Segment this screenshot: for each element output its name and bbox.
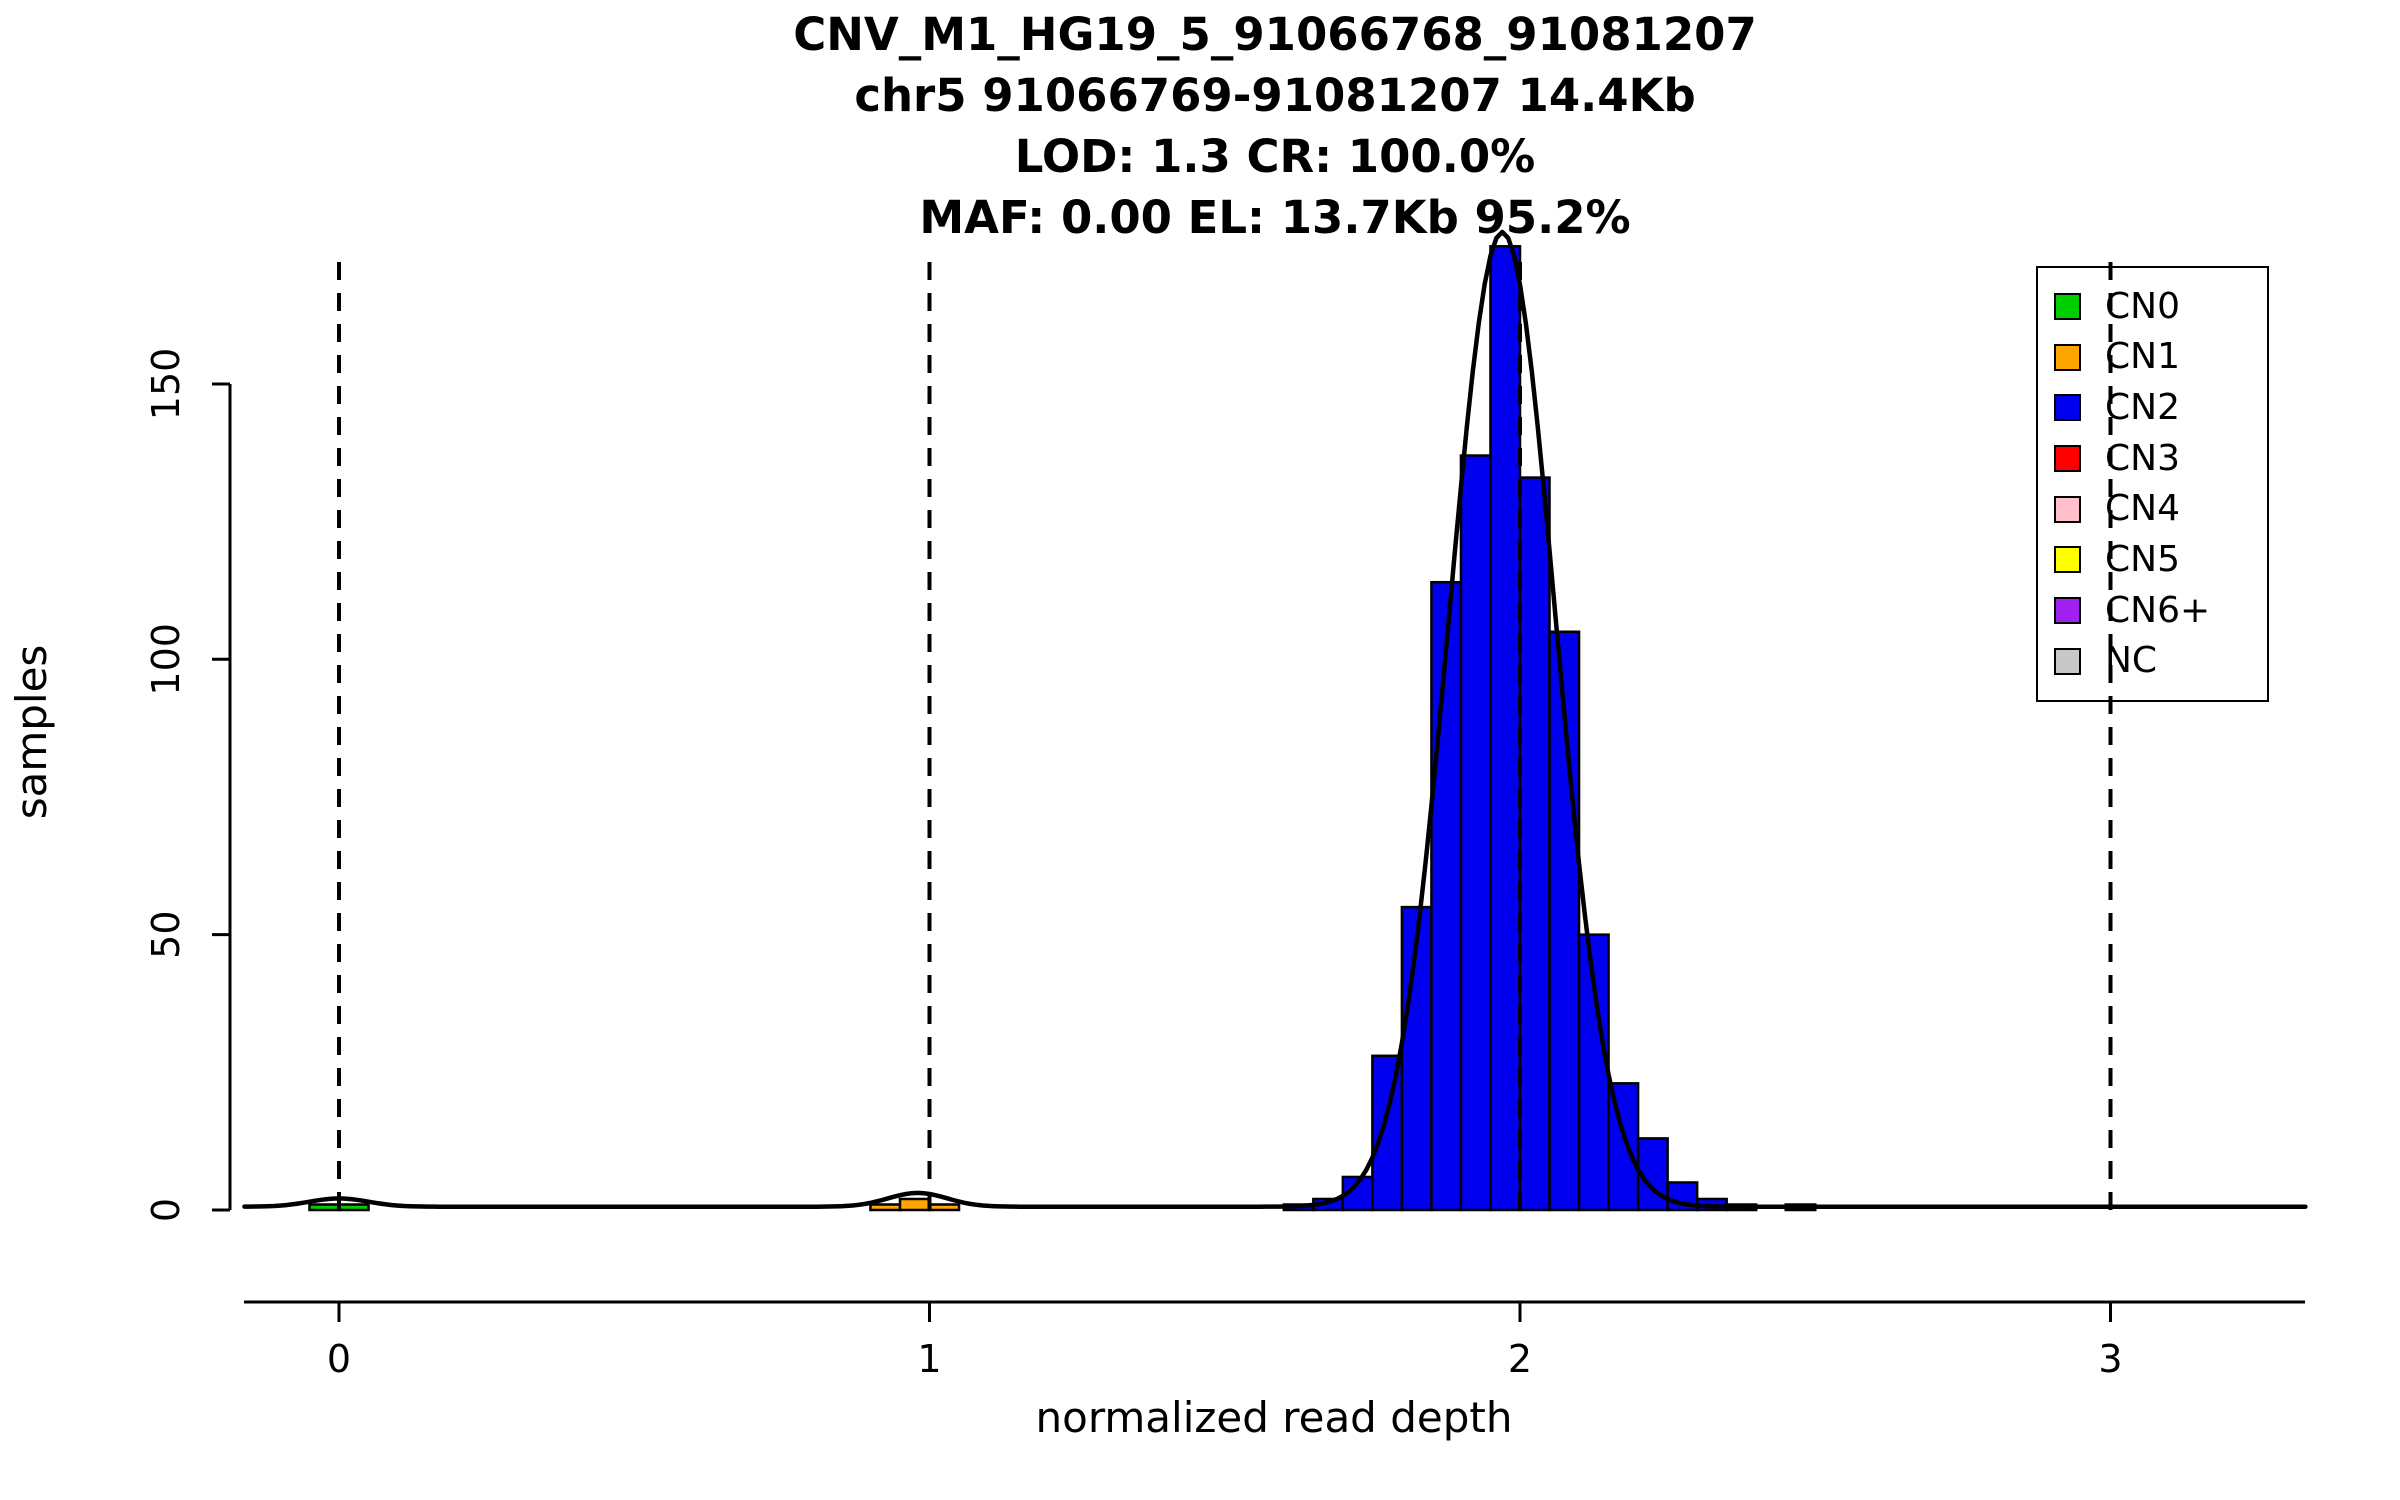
legend-swatch-nc xyxy=(2054,647,2081,675)
legend-item: NC xyxy=(2054,643,2267,679)
legend-item: CN6+ xyxy=(2054,589,2267,631)
histogram-bar xyxy=(1371,1054,1404,1212)
chart-title-line-3: LOD: 1.3 CR: 100.0% xyxy=(1014,130,1536,183)
x-axis-label: normalized read depth xyxy=(1036,1393,1513,1442)
y-axis-label: samples xyxy=(7,645,56,820)
legend-swatch-cn3 xyxy=(2054,445,2081,473)
legend-label: CN0 xyxy=(2105,285,2180,327)
histogram-bar xyxy=(308,1203,341,1212)
legend-swatch-cn4 xyxy=(2054,495,2081,523)
histogram-bar xyxy=(1459,454,1492,1212)
legend-label: CN4 xyxy=(2105,488,2180,530)
y-tick-label: 50 xyxy=(144,910,188,958)
legend-swatch-cn6plus xyxy=(2054,597,2081,625)
fit-curve xyxy=(242,229,2308,1209)
legend-label: NC xyxy=(2105,640,2158,682)
x-tick-label: 1 xyxy=(917,1337,941,1381)
legend-swatch-cn0 xyxy=(2054,293,2081,321)
x-tick-label: 3 xyxy=(2098,1337,2122,1381)
histogram-bar xyxy=(928,1203,961,1212)
legend-item: CN0 xyxy=(2054,285,2267,327)
legend-label: CN1 xyxy=(2105,336,2180,378)
chart-title-line-1: CNV_M1_HG19_5_91066768_91081207 xyxy=(793,8,1757,61)
legend-label: CN2 xyxy=(2105,386,2180,428)
chart-title-block: CNV_M1_HG19_5_91066768_91081207 chr5 910… xyxy=(160,4,2390,248)
legend-swatch-cn2 xyxy=(2054,394,2081,422)
y-tick-label: 0 xyxy=(144,1198,188,1222)
histogram-bar xyxy=(869,1203,902,1212)
histogram-bar xyxy=(1430,580,1463,1212)
legend-label: CN3 xyxy=(2105,437,2180,479)
histogram-bar xyxy=(337,1203,370,1212)
legend-item: CN1 xyxy=(2054,339,2267,375)
histogram-bar xyxy=(1489,245,1522,1212)
legend-item: CN3 xyxy=(2054,437,2267,479)
legend-swatch-cn1 xyxy=(2054,343,2081,371)
x-tick-label: 0 xyxy=(327,1337,351,1381)
legend-label: CN6+ xyxy=(2105,589,2211,631)
y-tick-label: 100 xyxy=(144,623,188,696)
histogram-bar xyxy=(1518,476,1551,1212)
legend-item: CN2 xyxy=(2054,386,2267,428)
chart-title-line-4: MAF: 0.00 EL: 13.7Kb 95.2% xyxy=(919,191,1631,244)
x-tick-label: 2 xyxy=(1508,1337,1532,1381)
legend-item: CN4 xyxy=(2054,491,2267,527)
legend: CN0 CN1 CN2 CN3 CN4 CN5 CN6+ NC xyxy=(2036,266,2269,702)
legend-item: CN5 xyxy=(2054,538,2267,580)
histogram-bar xyxy=(898,1197,931,1212)
legend-label: CN5 xyxy=(2105,538,2180,580)
y-tick-label: 150 xyxy=(144,348,188,421)
legend-swatch-cn5 xyxy=(2054,546,2081,574)
chart-title-line-2: chr5 91066769-91081207 14.4Kb xyxy=(854,69,1696,122)
